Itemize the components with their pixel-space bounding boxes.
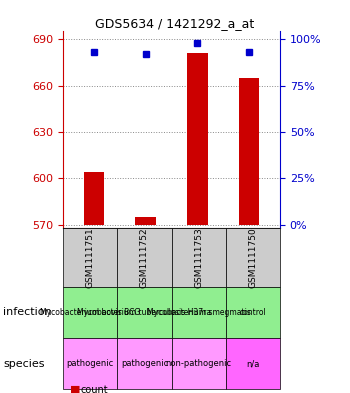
Bar xyxy=(187,53,208,225)
Text: GSM1111750: GSM1111750 xyxy=(248,227,257,288)
Text: count: count xyxy=(80,385,108,393)
Text: GDS5634 / 1421292_a_at: GDS5634 / 1421292_a_at xyxy=(95,17,255,30)
Text: non-pathogenic: non-pathogenic xyxy=(166,359,232,368)
Bar xyxy=(239,78,259,225)
Text: pathogenic: pathogenic xyxy=(66,359,114,368)
Text: species: species xyxy=(4,358,45,369)
Text: GSM1111751: GSM1111751 xyxy=(86,227,94,288)
Bar xyxy=(135,217,156,225)
Text: Mycobacterium smegmatis: Mycobacterium smegmatis xyxy=(147,308,251,317)
Text: Mycobacterium bovis BCG: Mycobacterium bovis BCG xyxy=(40,308,140,317)
Text: n/a: n/a xyxy=(246,359,260,368)
Text: infection: infection xyxy=(4,307,52,318)
Text: GSM1111752: GSM1111752 xyxy=(140,227,149,288)
Text: control: control xyxy=(239,308,266,317)
Text: pathogenic: pathogenic xyxy=(121,359,168,368)
Text: GSM1111753: GSM1111753 xyxy=(194,227,203,288)
Text: Mycobacterium tuberculosis H37ra: Mycobacterium tuberculosis H37ra xyxy=(77,308,211,317)
Bar xyxy=(84,172,104,225)
Text: ■: ■ xyxy=(70,385,80,393)
